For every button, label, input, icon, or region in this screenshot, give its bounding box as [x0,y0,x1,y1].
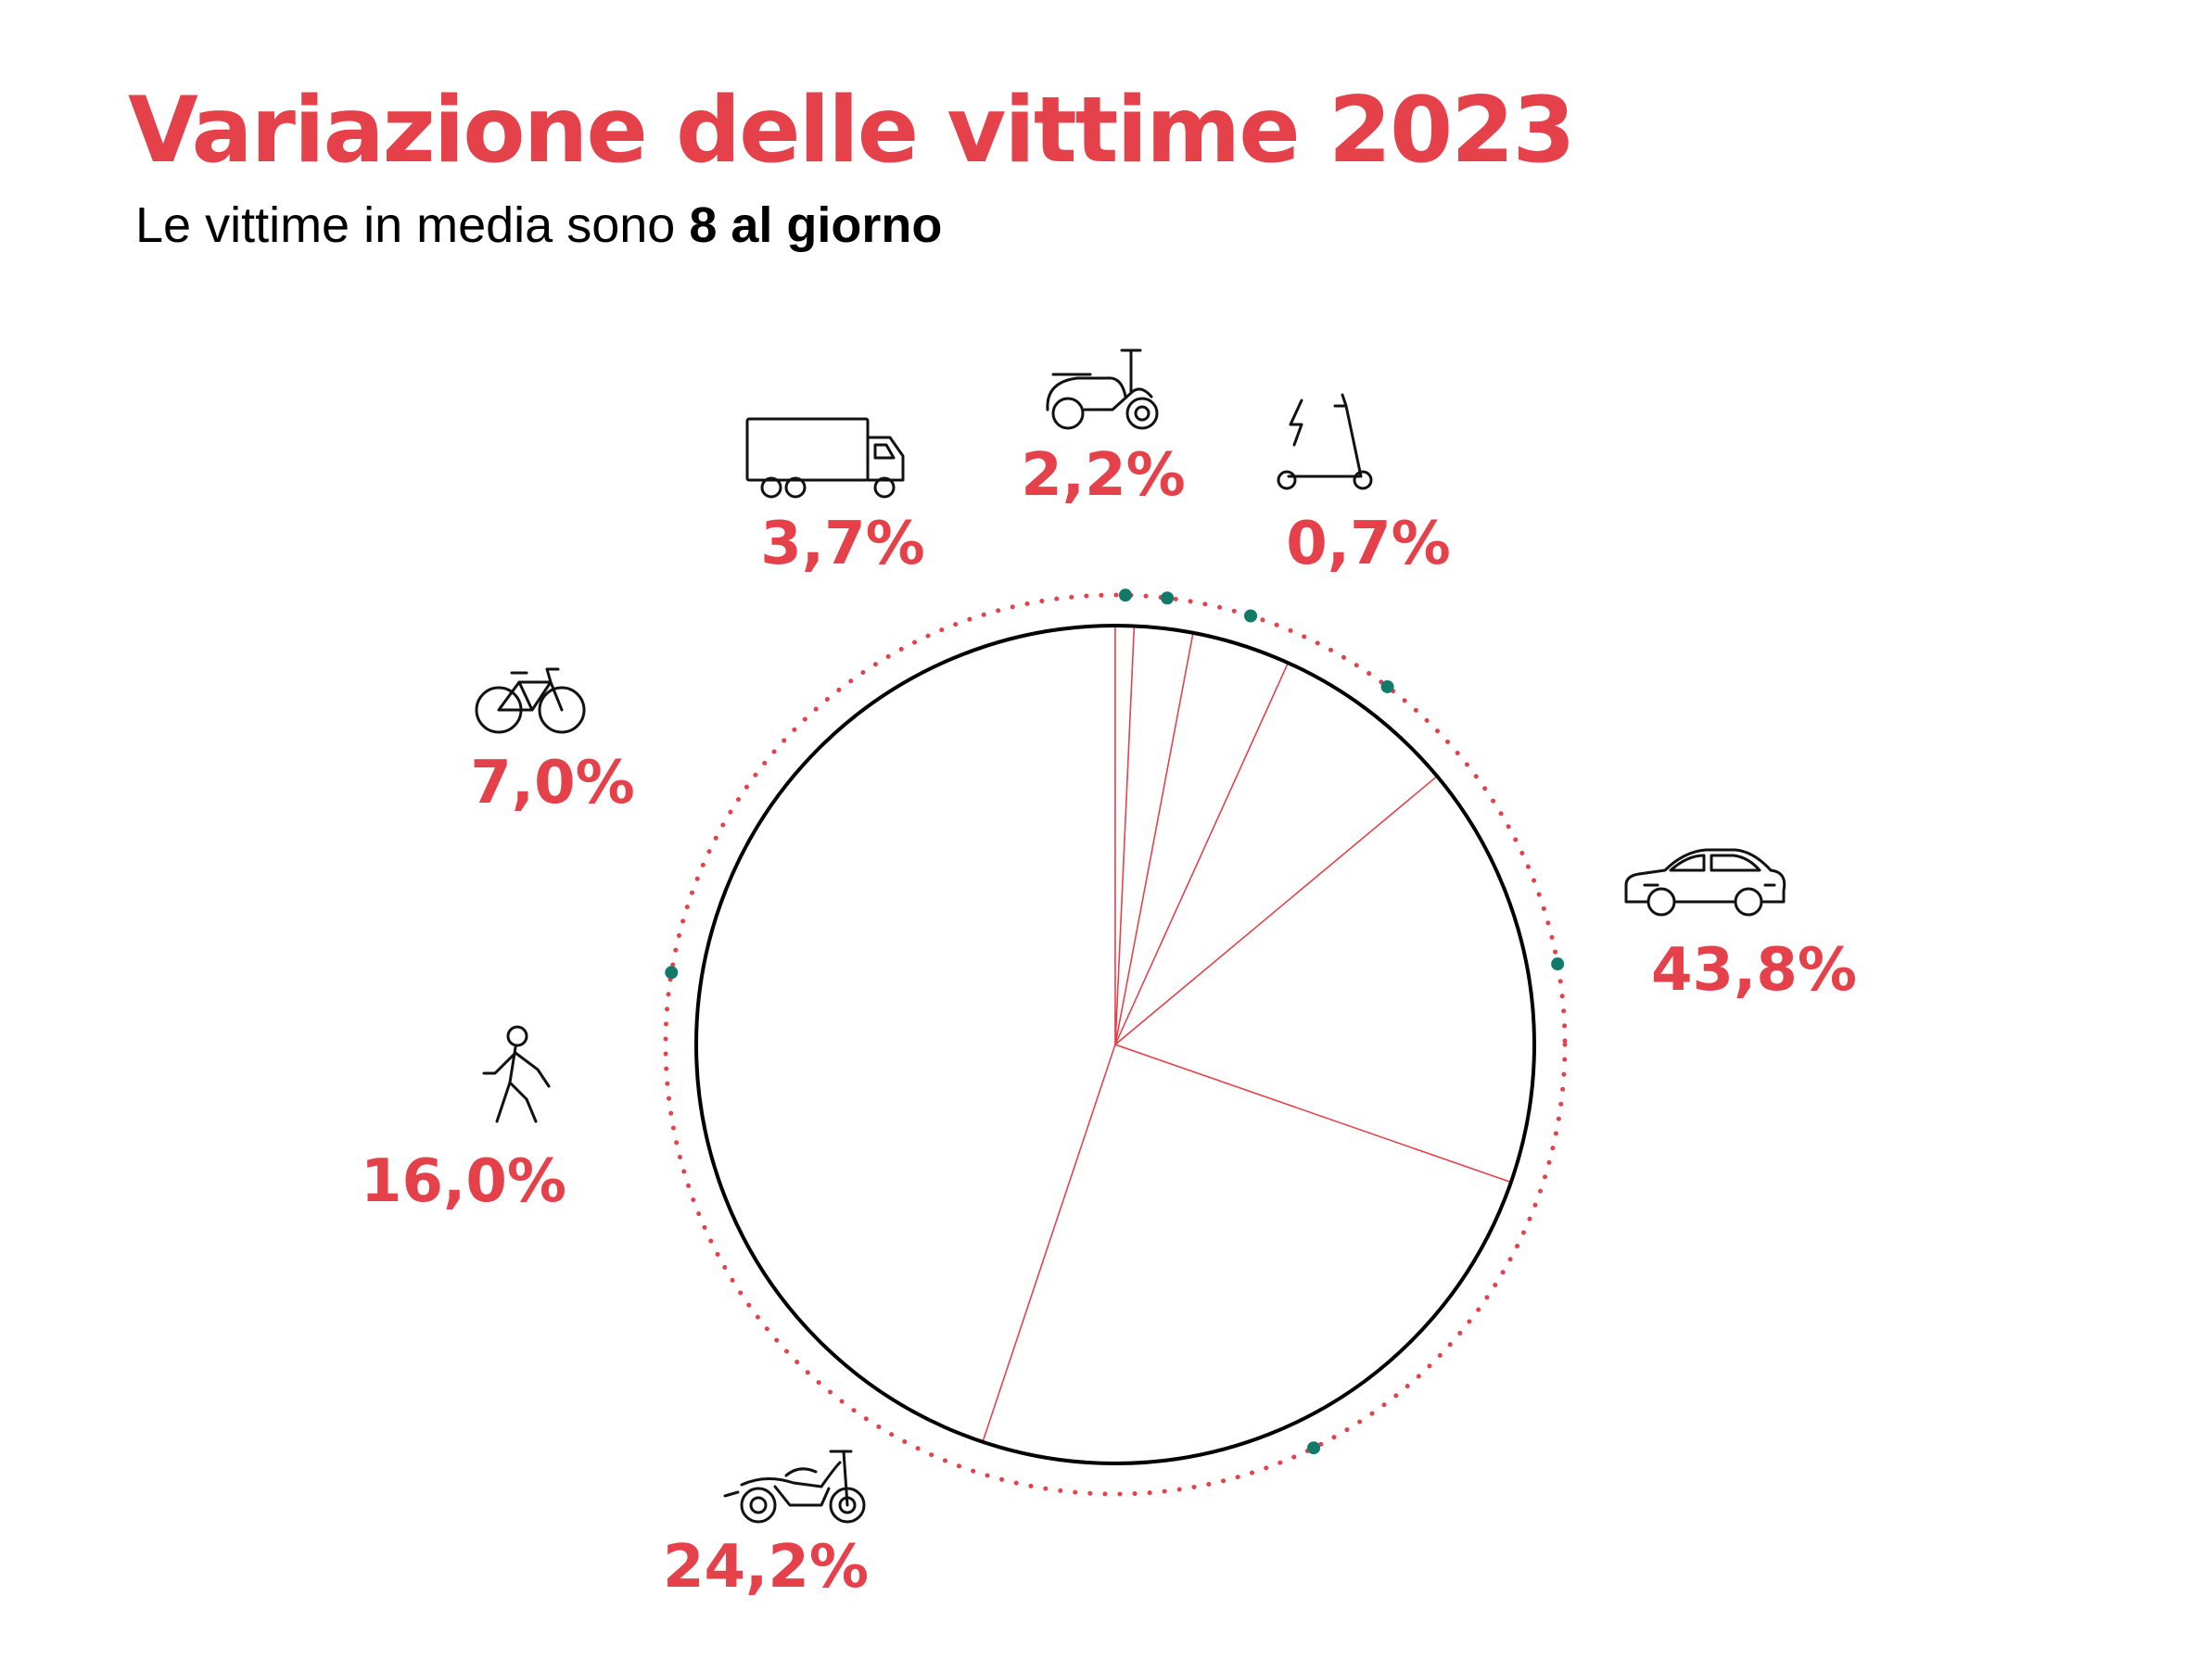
slice-marker [1244,609,1258,623]
e-scooter-icon [1277,393,1373,490]
dotted-ring [663,592,1568,1497]
slice-marker [1161,591,1175,605]
subtitle-text: Le vittime in media sono [135,197,676,253]
scooter-icon [1046,348,1159,430]
slice-marker [1380,679,1394,693]
slice-label: 24,2% [663,1533,869,1602]
label-layer: 43,8% 24,2% 16,0% 7,0% 3,7% 2,2% 0,7% [361,348,1857,1602]
slice-label: 7,0% [470,749,635,817]
bicycle-icon [475,667,586,734]
slice-marker [1551,957,1565,971]
pie-layer [663,589,1568,1497]
car-icon [1624,848,1786,917]
truck-icon [745,417,905,499]
slice-label: 43,8% [1651,936,1857,1005]
slice-marker [1307,1441,1321,1455]
slice-label: 0,7% [1286,510,1451,578]
slice-marker [665,966,679,980]
pedestrian-icon [482,1025,551,1123]
chart-subtitle: Le vittime in media sono 8 al giorno [135,197,943,253]
slice-label: 2,2% [1021,441,1186,510]
chart-title: Variazione delle vittime 2023 [128,78,1576,184]
motorcycle-icon [723,1450,866,1524]
slice-label: 3,7% [760,510,925,578]
subtitle-highlight: 8 al giorno [689,197,943,253]
slice-marker [1118,589,1132,602]
slice-label: 16,0% [361,1147,566,1216]
pie-outline [694,624,1536,1465]
